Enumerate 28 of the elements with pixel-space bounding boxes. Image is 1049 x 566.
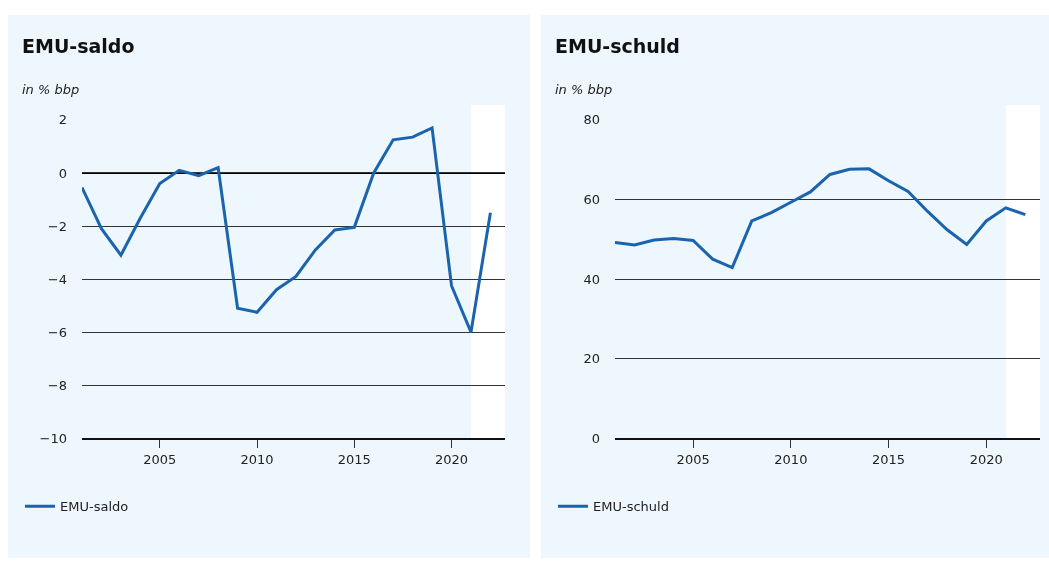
line-series <box>82 126 492 334</box>
y-tick-label: −6 <box>47 324 67 340</box>
y-axis-title: in % bbp <box>555 82 613 97</box>
y-tick-label: −2 <box>47 218 67 234</box>
legend-label: EMU-schuld <box>593 499 669 515</box>
y-tick-label: −4 <box>47 271 67 287</box>
x-tick-label: 2015 <box>872 451 906 467</box>
y-tick-label: 0 <box>591 430 600 446</box>
y-tick-label: 40 <box>583 271 600 287</box>
x-tick-label: 2015 <box>337 451 371 467</box>
y-tick-label: −10 <box>39 430 67 446</box>
x-tick-label: 2005 <box>676 451 710 467</box>
x-tick-label: 2010 <box>774 451 808 467</box>
x-tick-label: 2020 <box>434 451 469 467</box>
y-tick-label: 80 <box>583 112 600 128</box>
y-tick-label: 2 <box>58 112 67 128</box>
chart-title: EMU-schuld <box>555 35 680 57</box>
chart-title: EMU-saldo <box>22 35 135 57</box>
y-tick-label: 20 <box>583 351 600 367</box>
x-tick-label: 2010 <box>240 451 274 467</box>
x-tick-label: 2005 <box>143 451 177 467</box>
y-tick-label: 0 <box>58 165 67 181</box>
line-series <box>615 167 1027 270</box>
x-tick-label: 2020 <box>969 451 1003 467</box>
legend-label: EMU-saldo <box>60 499 129 515</box>
y-tick-label: −8 <box>47 377 67 393</box>
y-tick-label: 60 <box>583 192 600 208</box>
y-axis-title: in % bbp <box>22 82 80 97</box>
